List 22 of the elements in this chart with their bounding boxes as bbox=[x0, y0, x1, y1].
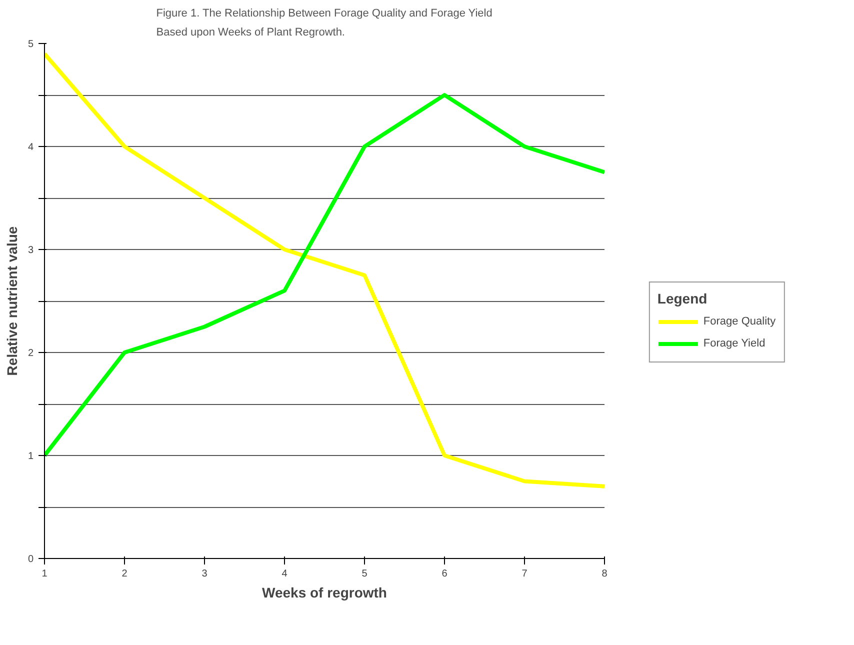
line-series bbox=[44, 52, 604, 488]
x-tick-label: 6 bbox=[442, 568, 448, 580]
x-tick-label: 5 bbox=[362, 568, 368, 580]
x-tick-label: 3 bbox=[202, 568, 208, 580]
x-tick-label: 1 bbox=[42, 568, 48, 580]
line-series bbox=[44, 93, 604, 458]
legend-label: Forage Yield bbox=[703, 337, 766, 349]
y-tick-label: 4 bbox=[28, 142, 34, 153]
y-tick-label: 0 bbox=[28, 554, 34, 565]
y-tick-label: 3 bbox=[28, 245, 34, 256]
legend-label: Forage Quality bbox=[703, 315, 776, 327]
x-tick-label: 2 bbox=[122, 568, 128, 580]
y-tick-label: 2 bbox=[28, 348, 34, 359]
x-axis-title: Weeks of regrowth bbox=[262, 584, 388, 600]
y-tick-label: 1 bbox=[28, 451, 34, 462]
x-tick-label: 4 bbox=[282, 568, 288, 580]
y-tick-label: 5 bbox=[28, 39, 34, 50]
x-tick-label: 7 bbox=[522, 568, 528, 580]
chart-title: Figure 1. The Relationship Between Forage Quality and Forage Yield Based upon Weeks of Plant Regrowth. bbox=[156, 7, 492, 38]
legend-title: Legend bbox=[657, 290, 708, 306]
y-axis-title: Relative nutrient value bbox=[4, 226, 20, 376]
x-tick-label: 8 bbox=[602, 568, 608, 580]
